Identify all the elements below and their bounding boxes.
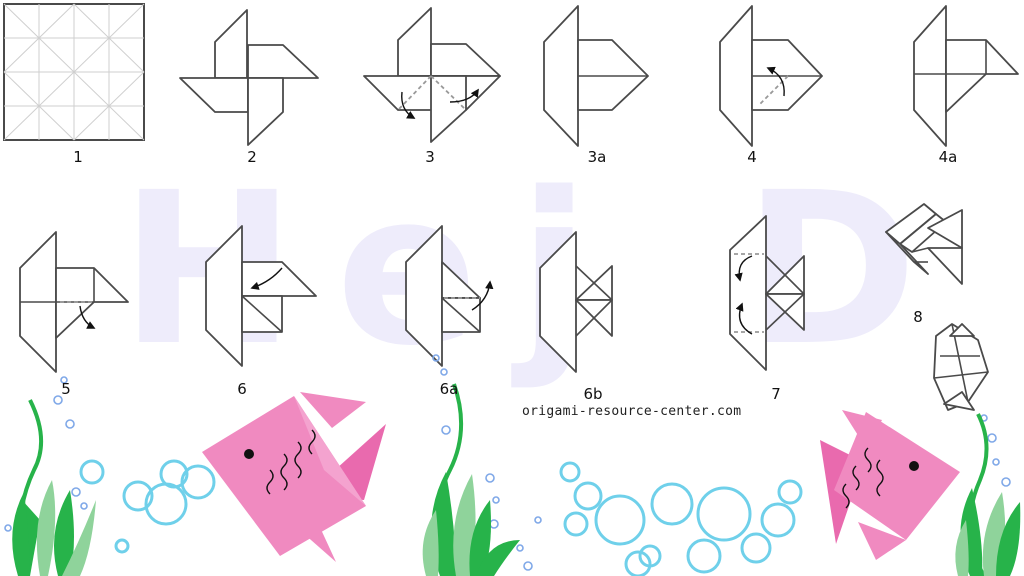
step-label-3a: 3a xyxy=(587,148,607,166)
seaweed-middle xyxy=(422,383,520,576)
step-6-figure xyxy=(205,225,317,367)
step-7-figure xyxy=(729,215,805,371)
step-label-7: 7 xyxy=(771,385,781,403)
step-6b-figure xyxy=(539,231,613,373)
step-1-figure xyxy=(3,3,145,141)
step-3a-figure xyxy=(543,5,649,147)
step-label-6: 6 xyxy=(237,380,247,398)
step-4a-figure xyxy=(913,5,1019,147)
seaweed-right xyxy=(955,413,1021,576)
step-label-6b: 6b xyxy=(583,385,603,403)
step-label-2: 2 xyxy=(247,148,257,166)
step-3-figure xyxy=(363,7,501,143)
pink-fish-left xyxy=(202,392,386,562)
step-label-4: 4 xyxy=(747,148,757,166)
step-label-5: 5 xyxy=(61,380,71,398)
step-label-4a: 4a xyxy=(938,148,958,166)
step-label-1: 1 xyxy=(73,148,83,166)
step-8-figure-top xyxy=(885,203,963,285)
step-label-6a: 6a xyxy=(439,380,459,398)
credit-text: origami-resource-center.com xyxy=(522,404,742,419)
bubbles xyxy=(4,354,1011,576)
step-label-8: 8 xyxy=(913,308,923,326)
step-8-figure-bottom xyxy=(933,323,989,411)
step-label-3: 3 xyxy=(425,148,435,166)
step-5-figure xyxy=(19,231,129,373)
step-6a-figure xyxy=(405,225,494,367)
step-2-figure xyxy=(179,9,319,146)
pink-fish-right xyxy=(820,410,960,560)
step-4-figure xyxy=(719,5,823,147)
seaweed-left xyxy=(12,399,96,576)
